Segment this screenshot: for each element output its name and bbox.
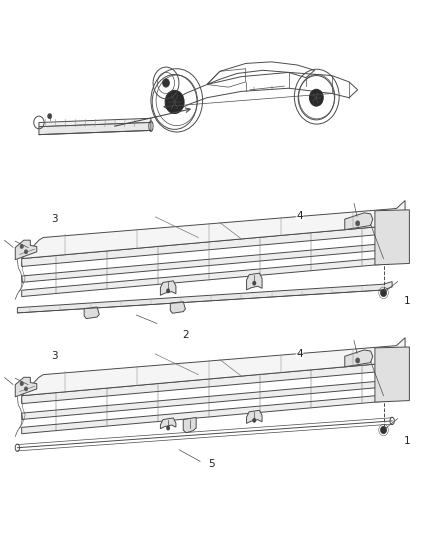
Polygon shape xyxy=(22,241,405,282)
Circle shape xyxy=(381,426,387,434)
Circle shape xyxy=(162,79,170,87)
Polygon shape xyxy=(22,224,405,266)
Polygon shape xyxy=(183,417,196,433)
Polygon shape xyxy=(104,384,110,387)
Polygon shape xyxy=(22,379,405,419)
Circle shape xyxy=(309,90,323,106)
Polygon shape xyxy=(53,252,60,254)
Text: 3: 3 xyxy=(51,214,57,224)
Text: 1: 1 xyxy=(404,435,410,446)
Polygon shape xyxy=(155,380,162,383)
Polygon shape xyxy=(307,229,314,232)
Polygon shape xyxy=(39,123,151,135)
Polygon shape xyxy=(155,243,162,245)
Circle shape xyxy=(356,358,360,363)
Polygon shape xyxy=(160,418,176,429)
Polygon shape xyxy=(375,210,410,265)
Polygon shape xyxy=(247,273,262,290)
Polygon shape xyxy=(22,338,405,395)
Circle shape xyxy=(165,90,184,114)
Polygon shape xyxy=(345,213,373,230)
Polygon shape xyxy=(53,389,60,392)
Polygon shape xyxy=(359,224,365,227)
Circle shape xyxy=(253,281,256,285)
Circle shape xyxy=(24,387,28,391)
Text: 2: 2 xyxy=(182,330,189,340)
Polygon shape xyxy=(160,281,176,295)
Text: 5: 5 xyxy=(208,459,215,469)
Polygon shape xyxy=(205,238,212,241)
Text: 1: 1 xyxy=(404,296,410,306)
Circle shape xyxy=(166,426,170,430)
Circle shape xyxy=(166,289,170,293)
Polygon shape xyxy=(104,247,110,250)
Polygon shape xyxy=(22,393,405,434)
Circle shape xyxy=(24,249,28,254)
Polygon shape xyxy=(375,347,410,402)
Text: 3: 3 xyxy=(51,351,57,361)
Polygon shape xyxy=(15,377,37,397)
Circle shape xyxy=(20,382,23,386)
Circle shape xyxy=(20,245,23,248)
Polygon shape xyxy=(345,350,373,367)
Polygon shape xyxy=(84,307,99,319)
Polygon shape xyxy=(205,375,212,378)
Polygon shape xyxy=(15,240,37,260)
Circle shape xyxy=(253,418,256,422)
Polygon shape xyxy=(307,366,314,369)
Polygon shape xyxy=(170,302,185,313)
Polygon shape xyxy=(22,361,405,403)
Polygon shape xyxy=(257,371,264,373)
Circle shape xyxy=(356,221,360,226)
Circle shape xyxy=(381,289,387,296)
Text: 4: 4 xyxy=(296,349,303,359)
Polygon shape xyxy=(257,233,264,236)
Text: 4: 4 xyxy=(296,212,303,221)
Circle shape xyxy=(48,114,52,119)
Polygon shape xyxy=(359,361,365,364)
Polygon shape xyxy=(18,281,392,313)
Polygon shape xyxy=(22,200,405,259)
Polygon shape xyxy=(22,256,405,296)
Polygon shape xyxy=(39,118,151,127)
Polygon shape xyxy=(247,410,262,423)
